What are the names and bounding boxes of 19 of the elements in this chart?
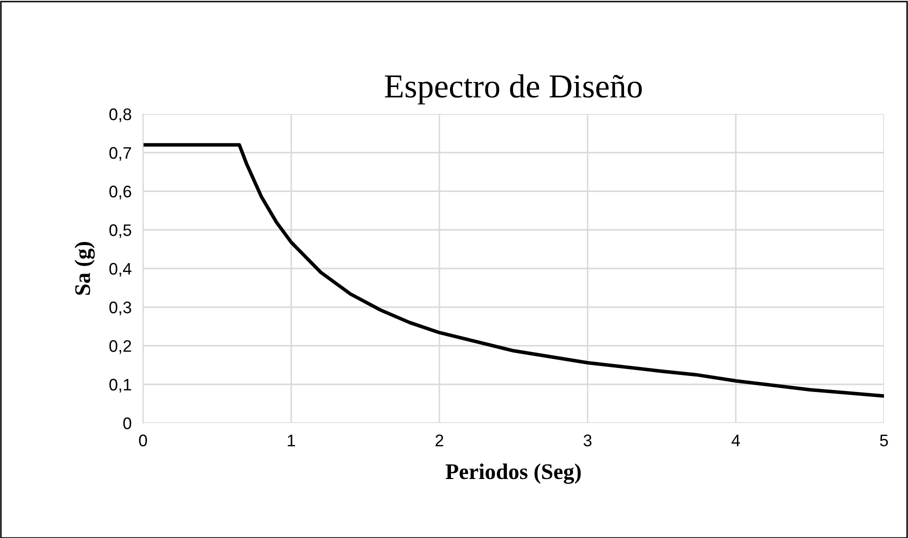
chart-title: Espectro de Diseño <box>384 74 642 104</box>
y-tick-label: 0,5 <box>109 224 132 238</box>
x-tick-label: 4 <box>732 434 740 446</box>
x-tick-label: 3 <box>584 434 592 446</box>
x-tick-label: 5 <box>880 434 888 446</box>
y-tick-label: 0,3 <box>109 302 132 316</box>
x-tick-label: 1 <box>288 434 296 446</box>
y-tick-label: 0,2 <box>109 340 132 354</box>
y-tick-label: 0 <box>123 417 132 430</box>
line-series <box>143 143 884 398</box>
y-tick-label: 0,7 <box>109 147 132 161</box>
y-tick-label: 0,6 <box>109 186 132 200</box>
y-axis-title: Sa (g) <box>74 242 95 295</box>
x-tick-label: 2 <box>436 434 444 446</box>
x-axis-title: Periodos (Seg) <box>446 464 581 484</box>
y-tick-label: 0,1 <box>109 378 132 393</box>
y-tick-label: 0,8 <box>109 108 132 122</box>
y-tick-label: 0,4 <box>109 262 132 277</box>
x-tick-label: 0 <box>139 434 147 446</box>
